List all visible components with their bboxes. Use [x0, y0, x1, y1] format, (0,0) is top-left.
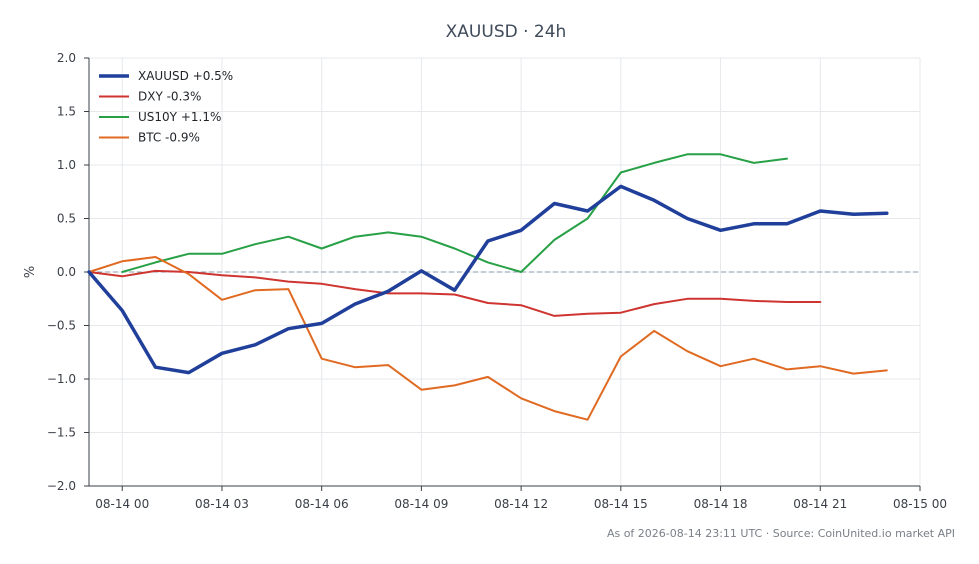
y-tick-label: 1.5 [57, 105, 76, 119]
y-tick-label: 2.0 [57, 51, 76, 65]
y-tick-label: −0.5 [47, 319, 76, 333]
series-line-1 [87, 184, 889, 375]
y-axis-label: % [23, 266, 38, 278]
y-tick-label: 1.0 [57, 158, 76, 172]
x-tick-label: 08-14 18 [694, 497, 748, 511]
y-tick-label: −2.0 [47, 479, 76, 493]
legend: XAUUSD +0.5% DXY -0.3% US10Y +1.1% BTC -0.9… [99, 69, 233, 145]
series-line-3 [121, 153, 788, 273]
y-tick-label: −1.5 [47, 426, 76, 440]
chart-title: XAUUSD · 24h [446, 22, 567, 42]
source-footnote: As of 2026-08-14 23:11 UTC · Source: Coi… [607, 527, 955, 540]
legend-label: XAUUSD +0.5% [138, 69, 233, 83]
legend-label: US10Y +1.1% [138, 110, 221, 124]
legend-label: BTC -0.9% [138, 131, 200, 145]
y-tick-label: 0.0 [57, 265, 76, 279]
y-tick-label: 0.5 [57, 212, 76, 226]
series-line-2 [88, 269, 822, 317]
series-line-4 [88, 256, 888, 421]
x-tick-label: 08-14 12 [494, 497, 548, 511]
y-tick-label: −1.0 [47, 372, 76, 386]
axes: −2.0 −1.5 −1.0 −0.5 0.0 0.5 1.0 1.5 2.0 08-14 00 0… [47, 51, 947, 511]
legend-label: DXY -0.3% [138, 90, 201, 104]
series-layer [87, 153, 889, 421]
x-tick-label: 08-14 15 [594, 497, 648, 511]
x-tick-label: 08-14 21 [793, 497, 847, 511]
x-tick-label: 08-15 00 [893, 497, 947, 511]
x-tick-label: 08-14 03 [195, 497, 249, 511]
x-tick-label: 08-14 00 [95, 497, 149, 511]
x-tick-label: 08-14 09 [394, 497, 448, 511]
x-tick-label: 08-14 06 [295, 497, 349, 511]
